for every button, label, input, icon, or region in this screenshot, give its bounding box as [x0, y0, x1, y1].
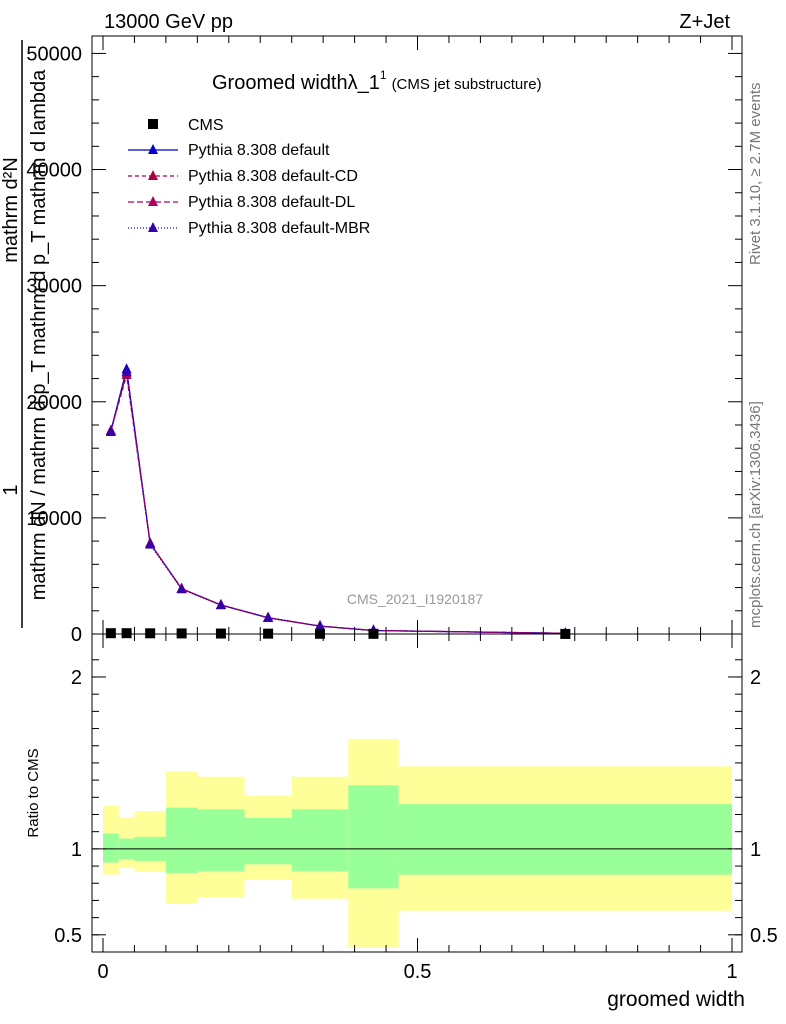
y-axis-label-numerator: 1 [0, 484, 22, 495]
legend: CMS Pythia 8.308 default Pythia 8.308 def… [128, 117, 370, 237]
legend-label: Pythia 8.308 default-DL [188, 194, 355, 211]
x-tick-label: 0.5 [404, 961, 432, 983]
ratio-y-tick-label-right: 0.5 [750, 925, 778, 947]
ratio-inner-band [103, 833, 119, 863]
legend-label-cms: CMS [188, 117, 224, 134]
series-line [110, 372, 566, 634]
series-line [110, 369, 566, 634]
ratio-bands-layer [103, 738, 732, 947]
ratio-inner-band [291, 809, 349, 872]
legend-marker [148, 196, 158, 206]
ratio-inner-band [197, 809, 245, 872]
rivet-version-label: Rivet 3.1.10, ≥ 2.7M events [747, 83, 764, 266]
legend-marker [148, 222, 158, 232]
main-y-tick-label: 40000 [26, 160, 82, 182]
ratio-y-axis-label: Ratio to CMS [25, 748, 42, 837]
legend-label: Pythia 8.308 default-CD [188, 168, 358, 185]
main-y-tick-label: 20000 [26, 392, 82, 414]
legend-label: Pythia 8.308 default [188, 142, 330, 159]
y-axis-label-denominator: mathrm dN / mathrm d p_T mathrm d p_T ma… [28, 69, 50, 600]
series-marker [215, 599, 226, 610]
cms-data-point [145, 628, 156, 639]
cms-data-point [121, 628, 132, 639]
ratio-y-tick-label-right: 2 [750, 667, 761, 689]
legend-marker-cms [148, 119, 158, 129]
ratio-y-tick-label: 0.5 [54, 925, 82, 947]
main-axis-ticks [92, 36, 742, 635]
legend-label: Pythia 8.308 default-MBR [188, 220, 370, 237]
series-marker [121, 365, 132, 376]
x-tick-label: 0 [97, 961, 108, 983]
series-marker [315, 620, 326, 631]
ratio-inner-band [244, 817, 292, 865]
x-tick-labels: 0 0.5 1 [97, 961, 737, 983]
main-y-tick-label: 0 [71, 624, 82, 646]
main-y-tick-label: 30000 [26, 276, 82, 298]
ratio-y-tick-labels: 0.5 0.5 1 1 2 2 [54, 667, 778, 947]
x-tick-label: 1 [726, 961, 737, 983]
series-marker [263, 611, 274, 622]
chart-title-superscript: 1 [380, 68, 387, 82]
series-line [110, 371, 566, 634]
series-marker [145, 538, 156, 549]
mcplots-label: mcplots.cern.ch [arXiv:1306.3436] [747, 401, 764, 628]
y-axis-label-second-derivative: mathrm d²N [0, 157, 22, 263]
ratio-inner-band [398, 804, 732, 875]
chart-title-main: Groomed widthλ_1 [212, 72, 380, 94]
main-y-tick-label: 10000 [26, 508, 82, 530]
main-y-tick-label: 50000 [26, 43, 82, 65]
series-marker [105, 425, 116, 436]
series-line [110, 374, 566, 634]
ratio-inner-band [348, 785, 399, 889]
main-series-layer [105, 363, 571, 638]
legend-marker [148, 144, 158, 154]
chart-title: Groomed widthλ_11 (CMS jet substructure) [212, 68, 542, 94]
ratio-y-tick-label: 1 [71, 839, 82, 861]
energy-label: 13000 GeV pp [104, 11, 233, 33]
ratio-inner-band [165, 807, 198, 873]
cms-data-point [105, 628, 116, 639]
ratio-y-tick-label-right: 1 [750, 839, 761, 861]
legend-marker [148, 170, 158, 180]
process-label: Z+Jet [679, 11, 730, 33]
ratio-y-tick-label: 2 [71, 667, 82, 689]
cms-data-point [176, 628, 187, 639]
ratio-axis-ticks [92, 634, 742, 952]
analysis-id-watermark: CMS_2021_I1920187 [347, 591, 483, 607]
chart-subtitle: (CMS jet substructure) [392, 76, 542, 93]
x-axis-label: groomed width [607, 988, 745, 1011]
series-marker [176, 583, 187, 594]
main-y-tick-labels: 0 10000 20000 30000 40000 50000 [26, 43, 82, 646]
